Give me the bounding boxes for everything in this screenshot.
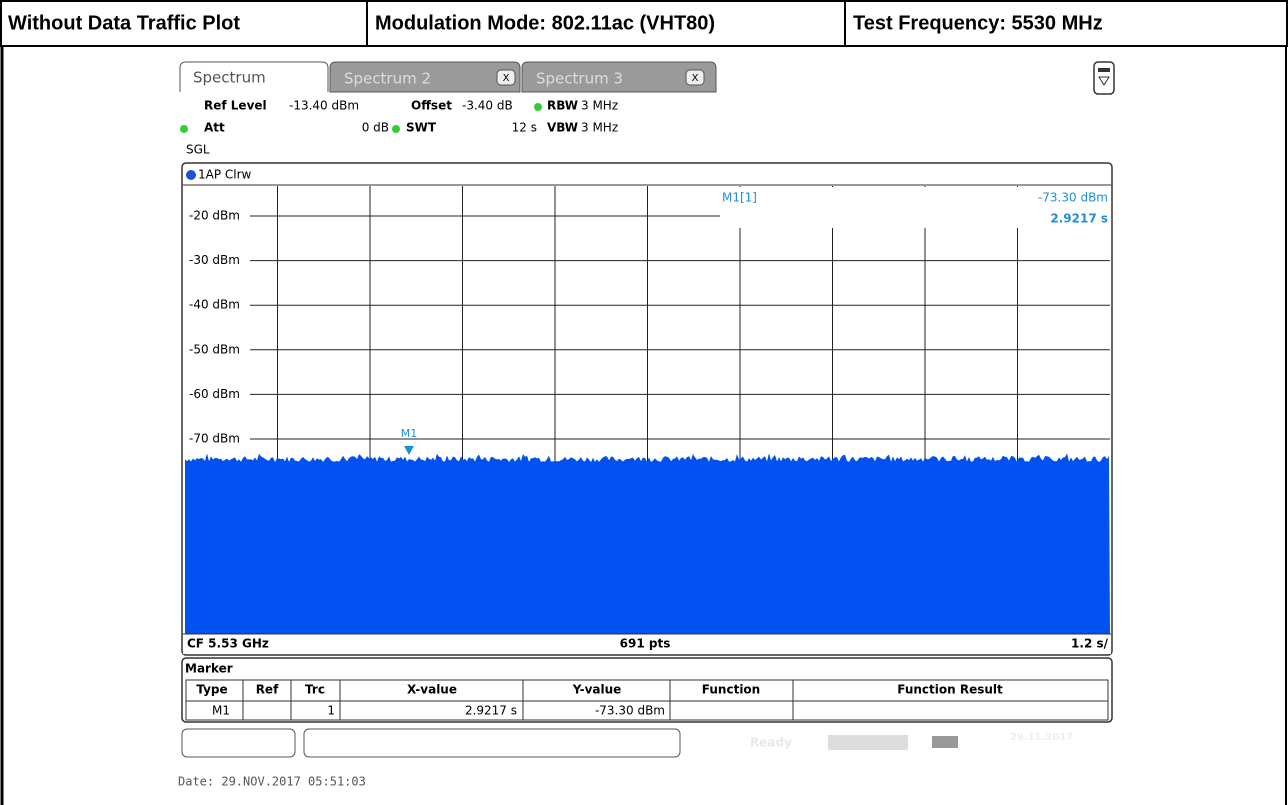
setting-value: 0 dB [362,121,389,135]
tab-label: Spectrum [193,69,266,87]
cell: -73.30 dBm [595,704,665,718]
sweep-mode: SGL [186,143,210,157]
tab[interactable] [329,61,521,93]
tab-label: Spectrum 3 [536,70,623,88]
close-label: X [692,73,699,84]
setting-name: Att [204,121,225,135]
header-cell: Modulation Mode: 802.11ac (VHT80) [375,12,715,34]
readout-box [720,187,1110,228]
marker-name: M1[1] [722,191,757,205]
setting-value: 12 s [512,121,537,135]
menu-icon [1098,76,1110,86]
header-frame [0,0,1288,47]
marker-level: -73.30 dBm [1038,191,1108,205]
status-dot [180,125,188,133]
setting-value: -3.40 dB [462,99,513,113]
center-frequency: CF 5.53 GHz [187,637,269,651]
y-label: -30 dBm [189,253,240,267]
marker-time: 2.9217 s [1050,212,1108,226]
marker-triangle [404,446,414,455]
sweep-time: 1.2 s/ [1071,637,1109,651]
footer-strip [183,635,1111,654]
setting-name: Offset [411,99,452,113]
points: 691 pts [620,637,671,651]
column-header: Type [196,683,227,697]
status-date: 29.11.2017 [1010,732,1073,743]
header-cell: Without Data Traffic Plot [8,12,240,34]
column-header: Ref [256,683,279,697]
setting-name: RBW [547,99,578,113]
icon [932,736,958,748]
trace-dot [186,170,196,180]
setting-name: Ref Level [204,99,267,113]
y-label: -40 dBm [189,298,240,312]
status-dot [392,125,400,133]
tab[interactable] [521,61,717,93]
y-label: -70 dBm [189,432,240,446]
tab[interactable] [179,61,329,92]
tab-label: Spectrum 2 [344,70,431,88]
setting-name: VBW [547,121,578,135]
close-label: X [503,73,510,84]
close-button[interactable] [496,69,516,86]
setting-name: SWT [406,121,437,135]
status-box[interactable] [181,728,296,758]
trace-label: 1AP Clrw [198,168,252,182]
column-header: Y-value [572,683,622,697]
status-state: Ready [750,736,792,750]
marker-frame [181,657,1113,723]
menu-button[interactable] [1093,61,1115,95]
marker-table [185,679,1109,721]
progress [828,735,908,750]
header-cell: Test Frequency: 5530 MHz [853,12,1103,34]
setting-value: 3 MHz [581,121,618,135]
column-header: Trc [305,683,325,697]
marker-symbol: M1 [401,427,418,440]
y-label: -60 dBm [189,387,240,401]
y-label: -20 dBm [189,209,240,223]
column-header: X-value [407,683,457,697]
close-button[interactable] [685,69,705,86]
marker-title: Marker [185,662,233,676]
y-label: -50 dBm [189,342,240,356]
menu-icon [1098,68,1110,72]
column-header: Function [702,683,760,697]
column-header: Function Result [897,683,1003,697]
noise-floor [185,453,1110,634]
date-line: Date: 29.NOV.2017 05:51:03 [178,775,366,789]
status-dot [534,103,542,111]
status-box[interactable] [303,728,681,758]
cell: M1 [212,704,230,718]
cell: 2.9217 s [465,704,517,718]
setting-value: 3 MHz [581,99,618,113]
setting-value: -13.40 dBm [289,99,359,113]
cell: 1 [327,704,335,718]
